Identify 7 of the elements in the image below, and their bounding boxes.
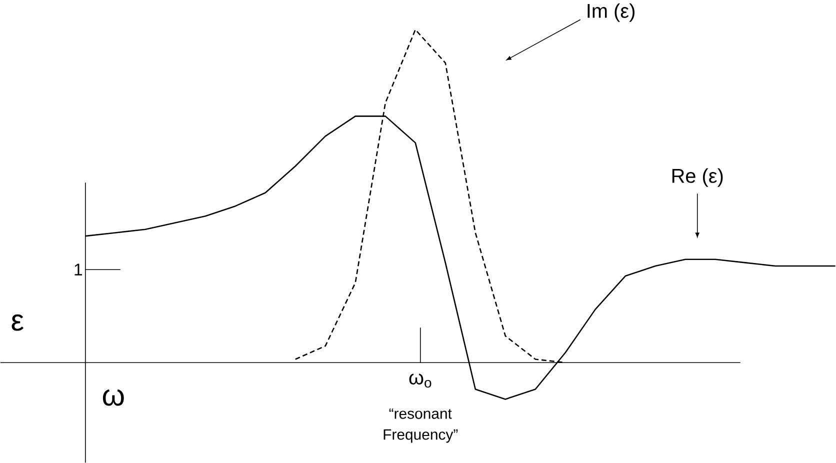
annotation: ω$_{o}$ — [409, 374, 432, 388]
annotation: 1 — [74, 264, 82, 276]
text: “resonant Frequency” — [384, 408, 458, 443]
annotation: Re (ε) — [672, 168, 723, 187]
y-axis-title: ε — [12, 314, 24, 331]
text: Im (ε) — [588, 3, 634, 22]
x-axis-title: ω — [102, 389, 124, 406]
